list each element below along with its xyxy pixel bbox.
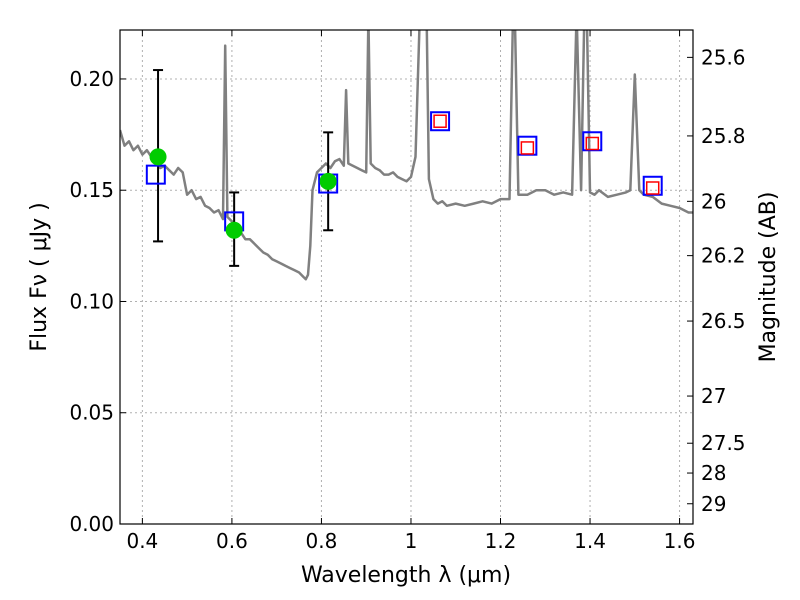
x-axis-title: Wavelength λ (μm) — [301, 563, 511, 588]
right-tick-label: 28 — [701, 461, 726, 485]
y-axis-title-left: Flux Fν ( μJy ) — [27, 202, 52, 351]
right-tick-label: 25.6 — [701, 45, 746, 69]
grid — [120, 30, 693, 525]
right-tick-label: 25.8 — [701, 124, 746, 148]
x-tick-label: 1.2 — [485, 529, 517, 553]
observed-point — [225, 221, 243, 239]
model-photometry-box — [582, 131, 603, 152]
right-tick-label: 26.5 — [701, 309, 746, 333]
x-tick-label: 0.6 — [216, 529, 248, 553]
observed-point — [319, 172, 337, 190]
right-tick-label: 26.2 — [701, 244, 746, 268]
x-tick-label: 1.6 — [664, 529, 696, 553]
plot-frame — [119, 29, 694, 525]
y-tick-label: 0.00 — [69, 512, 114, 536]
predicted-photometry-box — [433, 114, 447, 128]
observed-point — [149, 148, 167, 166]
model-photometry-box — [642, 175, 663, 196]
x-tick-label: 0.8 — [306, 529, 338, 553]
x-tick-label: 0.4 — [126, 529, 158, 553]
y-tick-label: 0.20 — [69, 67, 114, 91]
model-photometry-box — [145, 164, 166, 185]
right-tick-label: 26 — [701, 189, 726, 213]
y-tick-label: 0.10 — [69, 289, 114, 313]
right-tick-label: 29 — [701, 492, 726, 516]
right-tick-label: 27 — [701, 384, 726, 408]
model-photometry-box — [517, 135, 538, 156]
x-tick-label: 1 — [405, 529, 418, 553]
y-tick-label: 0.05 — [69, 401, 114, 425]
right-tick-label: 27.5 — [701, 431, 746, 455]
y-axis-title-right: Magnitude (AB) — [756, 192, 781, 363]
ticks: 0.4 0.6 0.8 1 1.2 1.4 1.6 0.00 0.05 0.10 0.15 0.20 2… — [69, 30, 746, 553]
predicted-photometry-box — [585, 136, 600, 151]
model-photometry-box — [430, 111, 451, 132]
y-tick-label: 0.15 — [69, 178, 114, 202]
x-tick-label: 1.4 — [574, 529, 606, 553]
predicted-photometry-box — [645, 181, 660, 195]
model-spectrum-line — [120, 30, 693, 281]
plot-area — [120, 30, 693, 281]
predicted-photometry-box — [520, 141, 535, 155]
